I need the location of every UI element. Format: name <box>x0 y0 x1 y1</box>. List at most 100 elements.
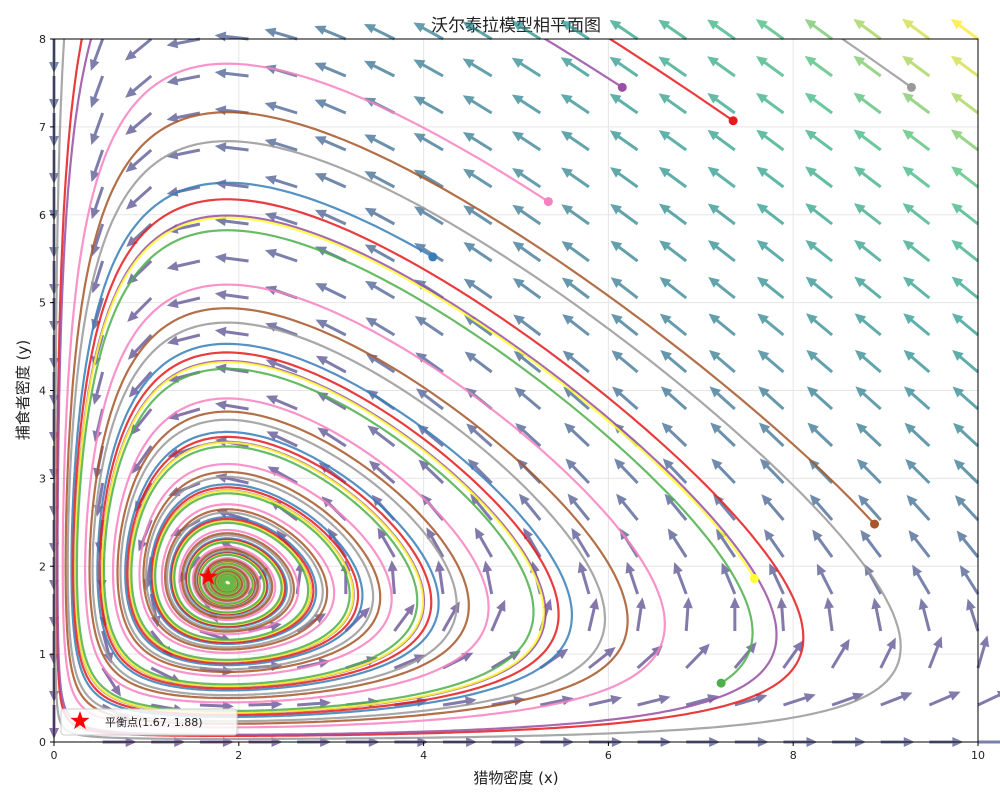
arrow-shaft <box>956 133 979 152</box>
arrow-head <box>886 637 896 650</box>
vector-arrow <box>902 166 931 189</box>
arrow-shaft <box>422 428 445 448</box>
vector-arrow <box>214 142 249 153</box>
arrow-shaft <box>627 568 640 595</box>
vector-arrow <box>316 391 347 411</box>
arrow-shaft <box>470 355 493 374</box>
arrow-shaft <box>588 697 615 707</box>
vector-arrow <box>464 351 493 374</box>
arrow-head <box>467 458 479 471</box>
arrow-head <box>377 527 388 540</box>
vector-arrow <box>560 130 590 152</box>
arrow-head <box>658 93 671 104</box>
arrow-head <box>265 358 278 369</box>
arrow-shaft <box>714 426 736 448</box>
vector-arrow <box>90 260 105 294</box>
vector-arrow <box>755 56 785 78</box>
arrow-head <box>951 313 964 325</box>
arrow-shaft <box>859 96 882 115</box>
vector-arrow <box>707 19 736 41</box>
arrow-shaft <box>322 394 347 411</box>
arrow-shaft <box>762 280 785 300</box>
arrow-head <box>214 68 227 79</box>
vector-arrow <box>660 350 688 374</box>
vector-arrow <box>959 565 980 595</box>
arrow-head <box>166 261 179 271</box>
arrow-shaft <box>222 182 249 189</box>
y-tick-label: 6 <box>39 209 46 222</box>
arrow-shaft <box>441 607 458 632</box>
vector-arrow <box>804 92 833 115</box>
vector-arrow <box>667 528 688 558</box>
arrow-head <box>759 458 772 470</box>
vector-arrow <box>414 316 444 337</box>
arrow-shaft <box>761 133 785 152</box>
vector-arrow <box>565 458 591 485</box>
vector-arrow <box>561 240 590 263</box>
arrow-head <box>518 493 530 506</box>
arrow-shaft <box>763 390 785 411</box>
arrow-shaft <box>914 570 931 595</box>
vector-arrow <box>711 458 736 485</box>
arrow-head <box>756 203 769 214</box>
arrow-head <box>711 458 723 470</box>
arrow-shaft <box>93 297 105 324</box>
arrow-shaft <box>569 463 591 485</box>
vector-arrow <box>966 598 980 632</box>
arrow-head <box>264 175 277 185</box>
vector-arrow <box>951 166 979 189</box>
arrow-head <box>804 19 817 30</box>
arrow-shaft <box>130 37 153 57</box>
vector-arrow <box>757 349 785 374</box>
vector-arrow <box>902 239 931 263</box>
arrow-shaft <box>93 223 105 250</box>
arrow-head <box>905 458 917 471</box>
arrow-shaft <box>762 243 785 263</box>
arrow-shaft <box>517 134 542 152</box>
arrow-head <box>214 253 227 263</box>
vector-arrow <box>462 95 493 115</box>
arrow-head <box>314 99 327 109</box>
arrow-shaft <box>525 533 542 558</box>
arrow-shaft <box>615 23 639 41</box>
arrow-shaft <box>471 427 493 448</box>
vector-arrow <box>953 459 980 485</box>
arrow-head <box>166 112 179 123</box>
arrow-shaft <box>587 605 597 632</box>
vector-arrow <box>214 68 249 79</box>
arrow-head <box>954 495 967 507</box>
arrow-shaft <box>566 207 590 226</box>
y-tick-label: 5 <box>39 297 46 310</box>
arrow-head <box>854 313 867 325</box>
arrow-shaft <box>819 570 834 595</box>
arrow-shaft <box>880 694 906 707</box>
vector-arrow <box>315 283 347 300</box>
arrow-head <box>124 49 137 61</box>
vector-arrow <box>673 562 688 595</box>
arrow-shaft <box>685 696 712 707</box>
vector-arrow <box>560 57 590 78</box>
arrow-shaft <box>428 533 445 558</box>
arrow-shaft <box>977 692 1000 707</box>
arrow-shaft <box>723 569 737 595</box>
arrow-head <box>812 529 823 542</box>
arrow-shaft <box>664 244 688 263</box>
vector-arrow <box>612 386 639 411</box>
arrow-head <box>511 20 524 31</box>
arrow-shaft <box>908 280 931 300</box>
arrow-head <box>918 598 929 610</box>
vector-arrow <box>854 349 882 374</box>
arrow-head <box>496 599 506 612</box>
arrow-shaft <box>783 695 809 707</box>
vector-arrow <box>659 313 688 337</box>
arrow-head <box>463 242 476 253</box>
arrow-head <box>571 527 582 540</box>
arrow-shaft <box>423 463 445 485</box>
arrow-head <box>852 692 865 703</box>
vector-arrow <box>625 561 640 595</box>
vector-arrow <box>903 349 931 374</box>
vector-arrow <box>314 209 347 226</box>
arrow-head <box>805 166 817 178</box>
arrow-shaft <box>199 703 226 708</box>
arrow-head <box>667 528 678 541</box>
